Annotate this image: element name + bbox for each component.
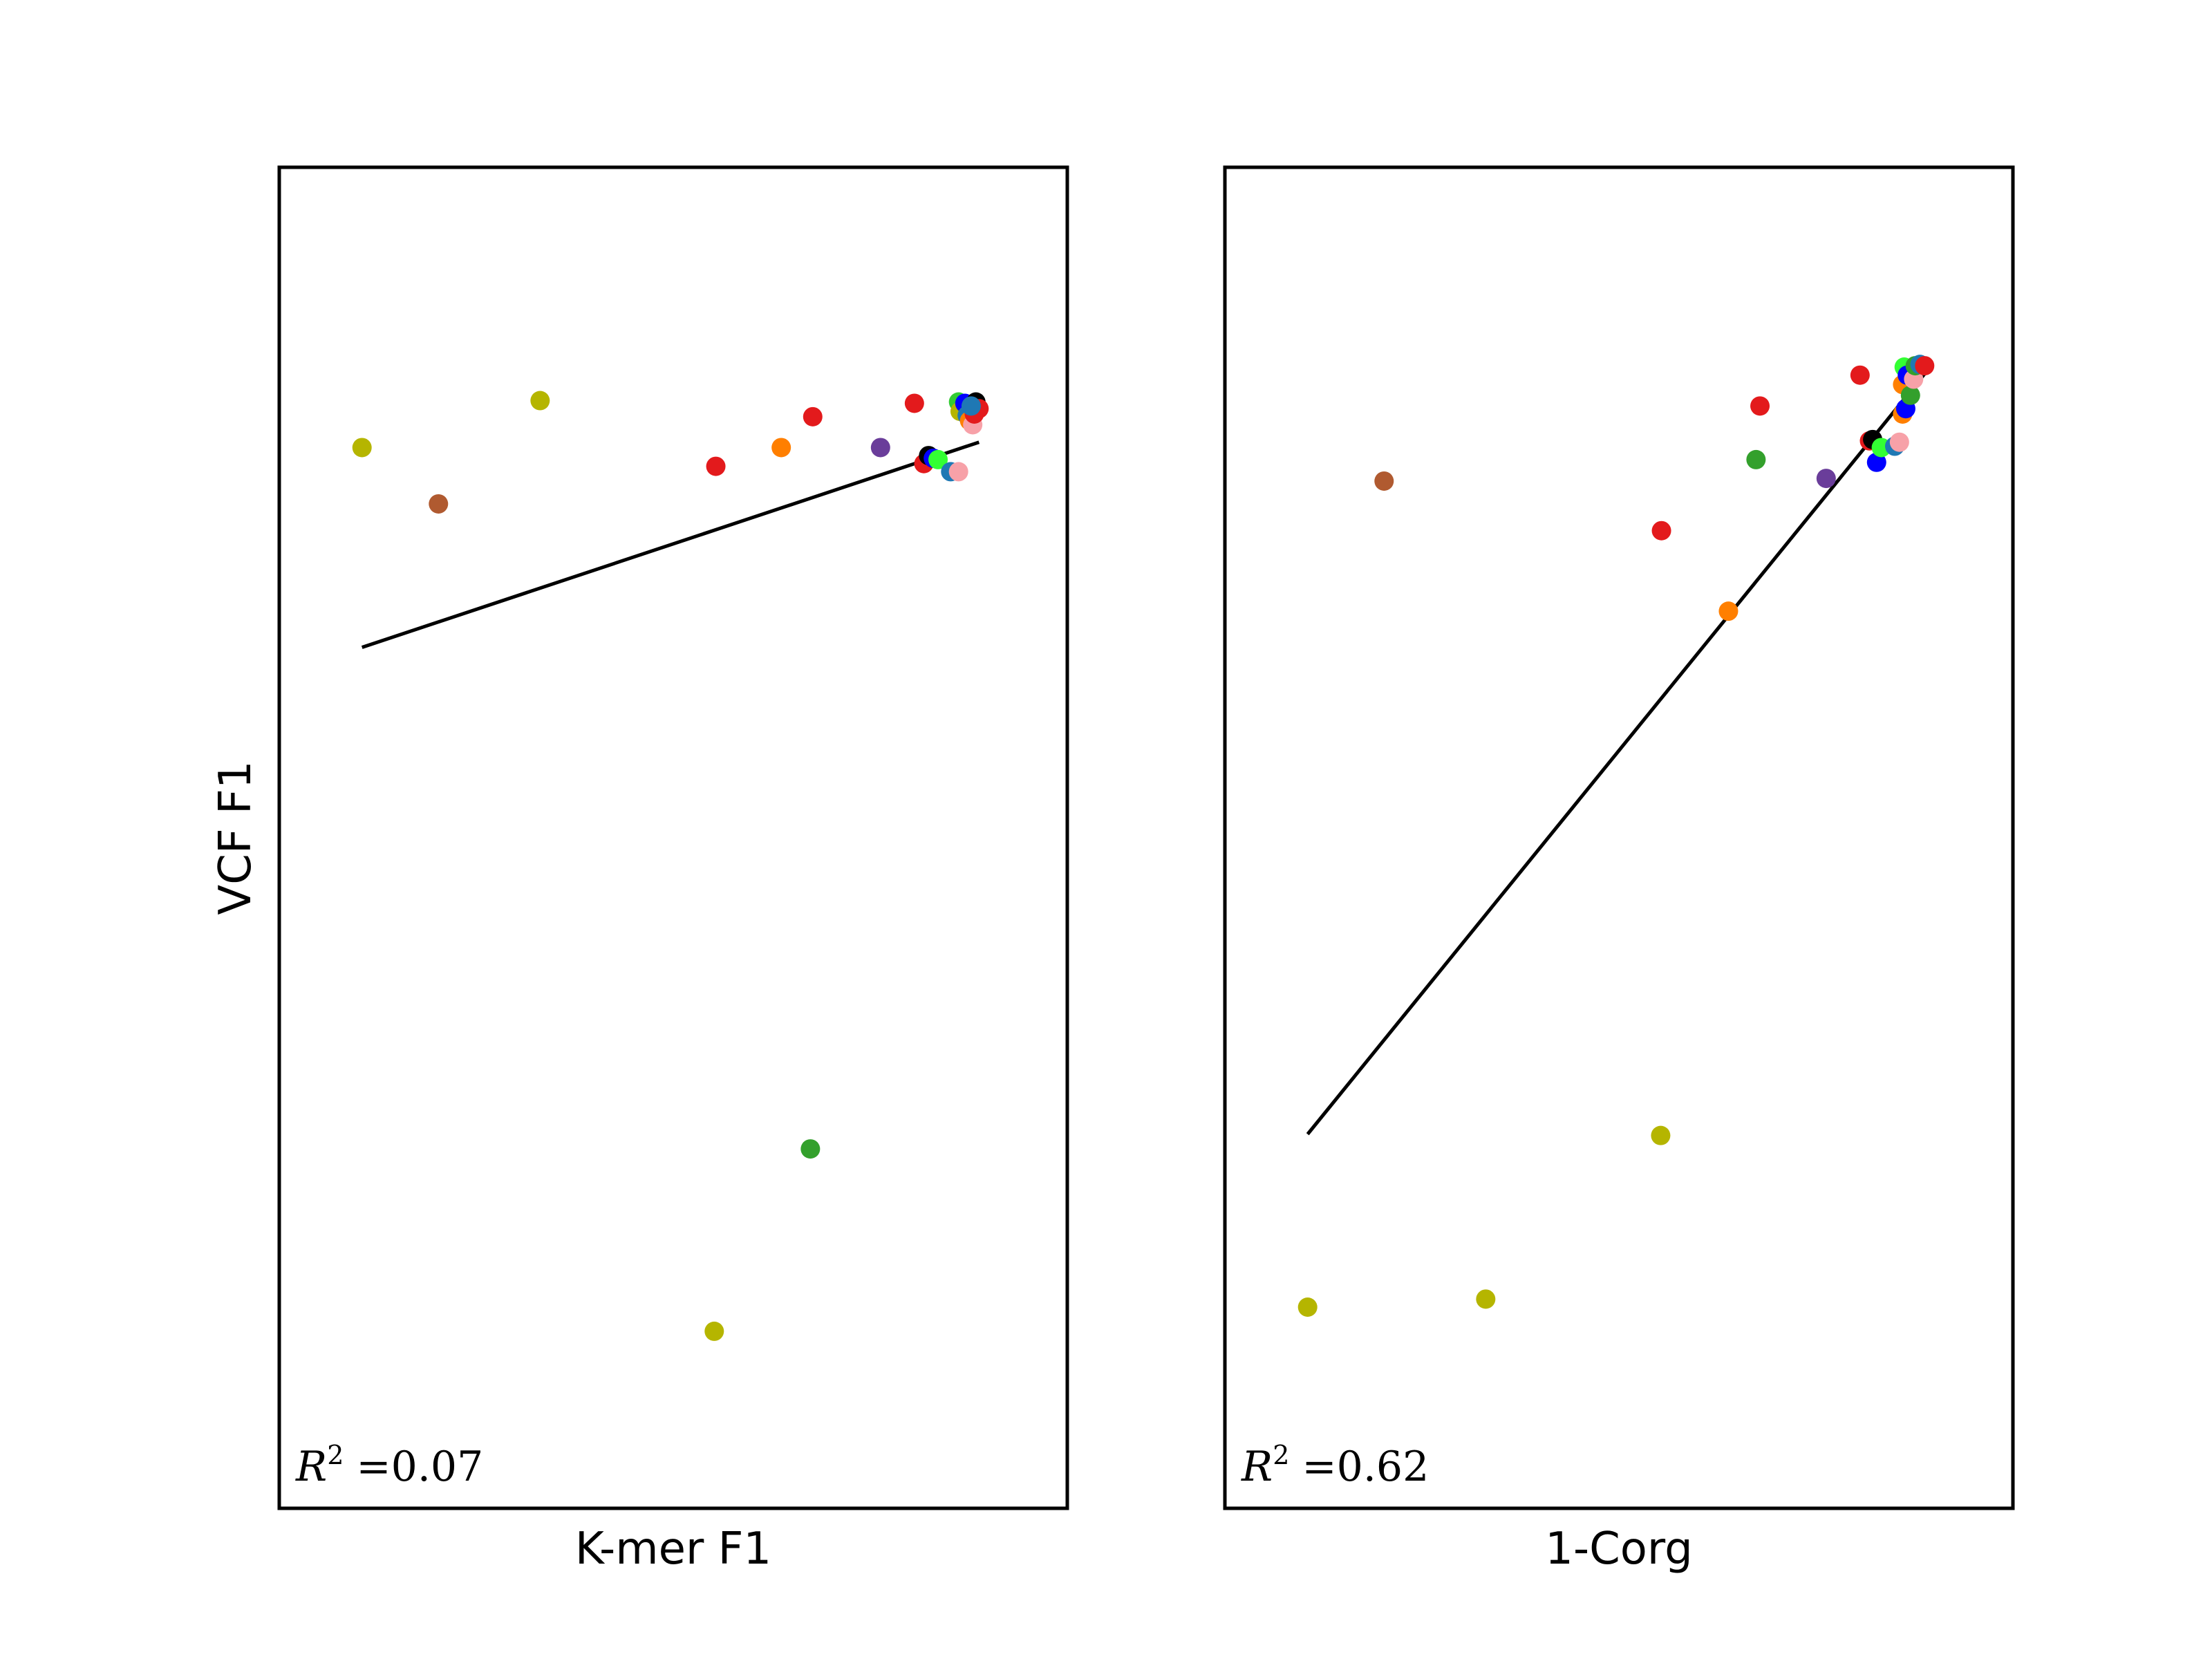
r2-superscript: 2 <box>1273 1440 1289 1470</box>
scatter-point-0 <box>352 438 372 458</box>
scatter-point-7 <box>904 393 924 413</box>
r-squared-annotation: R2 =0.62 <box>1241 1440 1429 1491</box>
scatter-point-13 <box>948 462 968 482</box>
scatter-point-5 <box>1718 601 1738 621</box>
regression-line <box>1306 373 1927 1136</box>
panel-1-corg: 1-Corg R2 =0.62 <box>1223 165 2015 1575</box>
scatter-point-1 <box>1476 1289 1496 1309</box>
scatter-point-2 <box>530 391 550 411</box>
plot-area <box>1297 355 1935 1317</box>
scatter-point-4 <box>771 438 791 458</box>
r2-equals: = <box>1302 1443 1336 1491</box>
panel-kmer-f1: K-mer F1 VCF F1 R2 =0.07 <box>210 165 1069 1575</box>
r2-value: 0.62 <box>1337 1443 1430 1491</box>
scatter-point-8 <box>1816 469 1836 489</box>
scatter-point-4 <box>1651 521 1671 541</box>
plot-area <box>352 391 989 1341</box>
scatter-point-0 <box>1297 1297 1318 1317</box>
r2-symbol: R <box>1241 1443 1273 1491</box>
r2-superscript: 2 <box>327 1440 344 1470</box>
r2-symbol: R <box>295 1443 327 1491</box>
r2-value: 0.07 <box>391 1443 484 1491</box>
x-axis-label: K-mer F1 <box>575 1524 771 1575</box>
plot-frame <box>1223 165 2015 1510</box>
scatter-point-2 <box>1651 1125 1671 1145</box>
scatter-point-9 <box>1850 365 1870 385</box>
scatter-point-3 <box>706 456 726 476</box>
x-axis-label: 1-Corg <box>1545 1524 1692 1575</box>
scatter-point-1 <box>429 494 449 514</box>
scatter-point-25 <box>1915 356 1935 376</box>
scatter-point-6 <box>1746 449 1766 469</box>
y-axis-label: VCF F1 <box>210 760 261 915</box>
scatter-point-24 <box>800 1139 821 1159</box>
plot-frame <box>277 165 1069 1510</box>
scatter-point-21 <box>1900 385 1920 405</box>
r2-equals: = <box>356 1443 391 1491</box>
scatter-point-11 <box>928 449 948 469</box>
scatter-point-5 <box>803 406 823 427</box>
scatter-point-23 <box>961 396 981 416</box>
r-squared-annotation: R2 =0.07 <box>295 1440 483 1491</box>
regression-line <box>361 440 980 649</box>
scatter-point-3 <box>1374 471 1394 491</box>
scatter-point-15 <box>1889 432 1909 452</box>
scatter-point-6 <box>870 438 890 458</box>
scatter-point-25 <box>704 1321 724 1341</box>
scatter-point-12 <box>1866 452 1886 472</box>
scatter-point-7 <box>1750 396 1770 416</box>
